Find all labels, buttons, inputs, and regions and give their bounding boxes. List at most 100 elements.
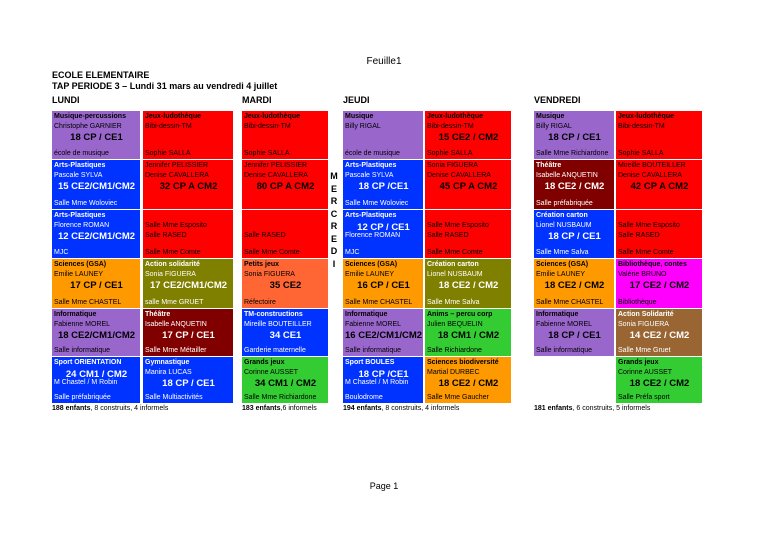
activity-cell: Jeux-ludothèque Bibi-dessin-TM Sophie SALL…	[143, 111, 233, 159]
activity-title: Sciences (GSA)	[345, 261, 398, 268]
activity-detail: Bibi-dessin-TM	[427, 123, 474, 130]
activity-cell: Sciences (GSA) Emilie LAUNEY 16 CP / CE1 Sa…	[343, 259, 423, 308]
activity-cell: Jeux-ludothèque Bibi-dessin-TM Sophie SALL…	[242, 111, 328, 159]
activity-room: Bibliothèque	[618, 299, 657, 306]
group-size: 18 CE2 / CM2	[438, 280, 499, 291]
totals-mardi: 183 enfants,6 informels	[242, 405, 317, 412]
mercredi-letter: I	[332, 258, 336, 269]
activity-detail: Billy RIGAL	[536, 123, 572, 130]
group-size: 18 CE2 / CM2	[544, 181, 605, 192]
activity-detail: Christophe GARNIER	[54, 123, 122, 130]
group-size: 34 CM1 / CM2	[254, 378, 317, 389]
activity-detail: M Chastel / M Robin	[54, 379, 118, 386]
activity-title: Jeux-ludothèque	[145, 113, 202, 120]
activity-room: Salle Multiactivités	[145, 394, 203, 401]
group-size: 18 CE2 / CM2	[544, 280, 605, 291]
activity-detail: Isabelle ANQUETIN	[145, 321, 207, 328]
activity-detail: Lionel NUSBAUM	[427, 271, 483, 278]
totals-vendredi: 181 enfants, 6 construits, 5 informels	[534, 405, 651, 412]
activity-detail: Denise CAVALLERA	[145, 172, 209, 179]
mercredi-letter: C	[330, 208, 338, 219]
activity-title: Grands jeux	[244, 359, 285, 366]
activity-detail: Salle Mme Esposito	[618, 222, 680, 229]
group-size: 15 CE2 / CM2	[438, 132, 499, 143]
totals-lundi: 188 enfants, 8 construits, 4 informels	[52, 405, 169, 412]
activity-cell: Sport ORIENTATION M Chastel / M Robin 24 C…	[52, 357, 140, 403]
group-size: 18 CP / CE1	[548, 231, 601, 242]
activity-title: Anims – percu corp	[427, 311, 493, 318]
activity-room: Salle Mme CHASTEL	[345, 299, 413, 306]
activity-room: Salle Mme Métailler	[145, 347, 207, 354]
activity-title: Sciences (GSA)	[536, 261, 589, 268]
activity-detail: Fabienne MOREL	[536, 321, 593, 328]
activity-title: Arts-Plastiques	[345, 212, 397, 219]
activity-title: Jeux-ludothèque	[618, 113, 675, 120]
activity-room: Salle informatique	[54, 347, 111, 354]
mercredi-letter: E	[330, 233, 337, 244]
activity-title: Création carton	[536, 212, 588, 219]
day-lundi: LUNDI	[52, 95, 80, 105]
activity-title: Mireille BOUTEILLER	[618, 162, 686, 169]
activity-detail: Bibi-dessin-TM	[244, 123, 291, 130]
group-size: 12 CP / CE1	[357, 222, 410, 233]
activity-detail: Florence ROMAN	[345, 232, 401, 239]
activity-detail: Sonia FIGUERA	[145, 271, 196, 278]
activity-detail: Martial DURBEC	[427, 369, 480, 376]
activity-detail: Pascale SYLVA	[54, 172, 103, 179]
activity-detail: Emilie LAUNEY	[54, 271, 104, 278]
activity-room: Salle préfabriquée	[536, 200, 593, 207]
activity-detail: Salle Mme Esposito	[145, 222, 207, 229]
activity-detail: Lionel NUSBAUM	[536, 222, 592, 229]
activity-room: Salle Mme Comte	[427, 249, 483, 256]
activity-room: Salle Mme Richiardone	[536, 150, 609, 157]
activity-detail: Bibi-dessin-TM	[618, 123, 665, 130]
activity-cell: Sciences (GSA) Emilie LAUNEY 18 CE2 / CM2 S…	[534, 259, 614, 308]
activity-cell: Sciences biodiversité Martial DURBEC 18 CE…	[425, 357, 511, 403]
activity-cell: Arts-Plastiques Pascale SYLVA 18 CP /CE1 Sa…	[343, 160, 423, 209]
activity-room: Salle Mme Woloviec	[54, 200, 118, 207]
activity-title: Action solidarité	[145, 261, 200, 268]
day-mardi: MARDI	[242, 95, 272, 105]
activity-title: TM-constructions	[244, 311, 303, 318]
activity-cell: TM-constructions Mireille BOUTEILLER 34 CE…	[242, 309, 328, 356]
activity-title: Sciences biodiversité	[427, 359, 499, 366]
mercredi-letter: R	[330, 196, 338, 206]
activity-title: Création carton	[427, 261, 479, 268]
day-vendredi: VENDREDI	[534, 95, 581, 105]
activity-cell: Bibliothèque, contes Valérie BRUNO 17 CE2 …	[616, 259, 702, 308]
activity-title: Jennifer PELISSIER	[145, 162, 209, 169]
activity-detail: Salle RASED	[145, 232, 187, 239]
activity-title: Arts-Plastiques	[345, 162, 397, 169]
activity-room: MJC	[345, 249, 360, 256]
activity-title: Sciences (GSA)	[54, 261, 107, 268]
period-title: TAP PERIODE 3 – Lundi 31 mars au vendred…	[52, 81, 278, 91]
activity-cell: Musique Billy RIGAL 18 CP / CE1 Salle Mme R…	[534, 111, 614, 159]
group-size: 35 CE2	[269, 280, 302, 291]
activity-title: Musique	[345, 113, 374, 120]
activity-title: Informatique	[54, 311, 97, 318]
group-size: 18 CM1 / CM2	[437, 330, 500, 341]
activity-title: Sonia FIGUERA	[427, 162, 478, 169]
group-size: 24 CM1 / CM2	[65, 369, 128, 380]
group-size: 18 CP / CE1	[162, 378, 215, 389]
activity-cell: Anims – percu corp Julien BEQUELIN 18 CM1 …	[425, 309, 511, 356]
group-size: 15 CE2/CM1/CM2	[57, 181, 136, 192]
activity-title: Bibliothèque, contes	[618, 261, 687, 268]
group-size: 17 CE2 / CM2	[629, 280, 690, 291]
activity-cell: Action solidarité Sonia FIGUERA 17 CE2/CM1…	[143, 259, 233, 308]
group-size: 18 CE2 / CM2	[438, 378, 499, 389]
activity-title: Musique	[536, 113, 565, 120]
activity-room: Salle Mme Comte	[618, 249, 674, 256]
mercredi-letter: R	[330, 221, 338, 231]
group-size: 16 CE2/CM1/CM2	[345, 330, 422, 341]
activity-cell: Création carton Lionel NUSBAUM 18 CE2 / CM…	[425, 259, 511, 308]
activity-cell: Musique Billy RIGAL école de musique	[343, 111, 423, 159]
activity-detail: Manira LUCAS	[145, 369, 192, 376]
activity-room: Garderie maternelle	[244, 347, 306, 354]
activity-room: Réfectoire	[244, 299, 276, 306]
sheet-name: Feuille1	[366, 56, 402, 67]
totals-jeudi: 194 enfants, 8 construits, 4 informels	[343, 405, 460, 412]
group-size: 17 CP / CE1	[70, 280, 123, 291]
mercredi-letter: M	[330, 171, 338, 181]
